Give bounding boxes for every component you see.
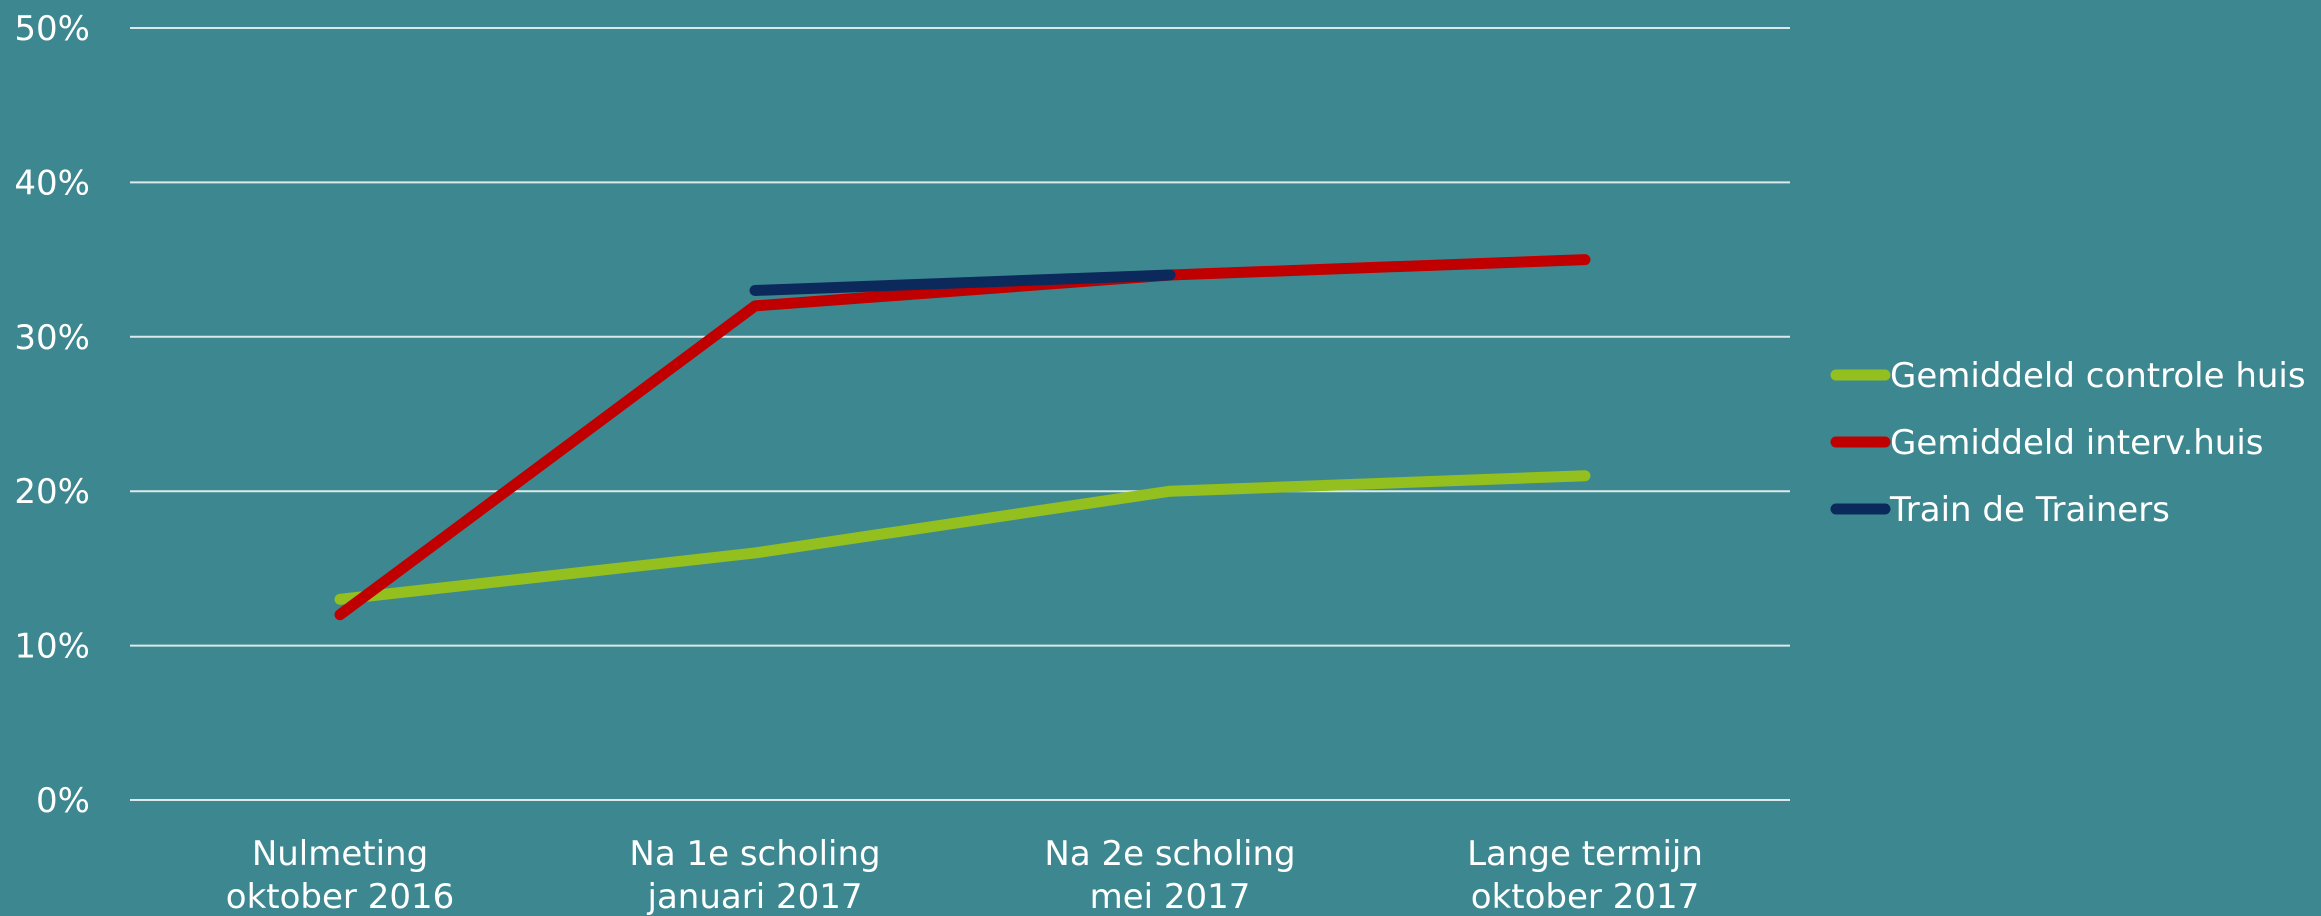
legend-label: Gemiddeld controle huis [1890, 356, 2306, 396]
legend-label: Train de Trainers [1889, 490, 2170, 530]
gridlines [130, 27, 1790, 801]
series-line [749, 269, 1176, 296]
x-category-label: Nulmeting oktober 2016 [226, 834, 454, 916]
y-tick-label: 0% [36, 781, 90, 821]
y-tick-label: 10% [14, 627, 90, 667]
x-category-label: Na 2e scholing mei 2017 [1044, 834, 1295, 916]
y-axis-ticks: 0% 10% 20% 30% 40% 50% [14, 9, 90, 821]
series-line [334, 470, 1591, 605]
series-lines [334, 254, 1591, 621]
y-tick-label: 20% [14, 472, 90, 512]
x-category-label: Lange termijn oktober 2017 [1467, 834, 1703, 916]
x-axis-categories: Nulmeting oktober 2016 Na 1e scholing janua… [226, 834, 1703, 916]
y-tick-label: 30% [14, 318, 90, 358]
legend-label: Gemiddeld interv.huis [1890, 423, 2264, 463]
x-category-label: Na 1e scholing januari 2017 [629, 834, 880, 916]
y-tick-label: 50% [14, 9, 90, 49]
legend: Gemiddeld controle huis Gemiddeld interv.… [1830, 356, 2306, 530]
series-line [334, 254, 1591, 621]
y-tick-label: 40% [14, 163, 90, 203]
